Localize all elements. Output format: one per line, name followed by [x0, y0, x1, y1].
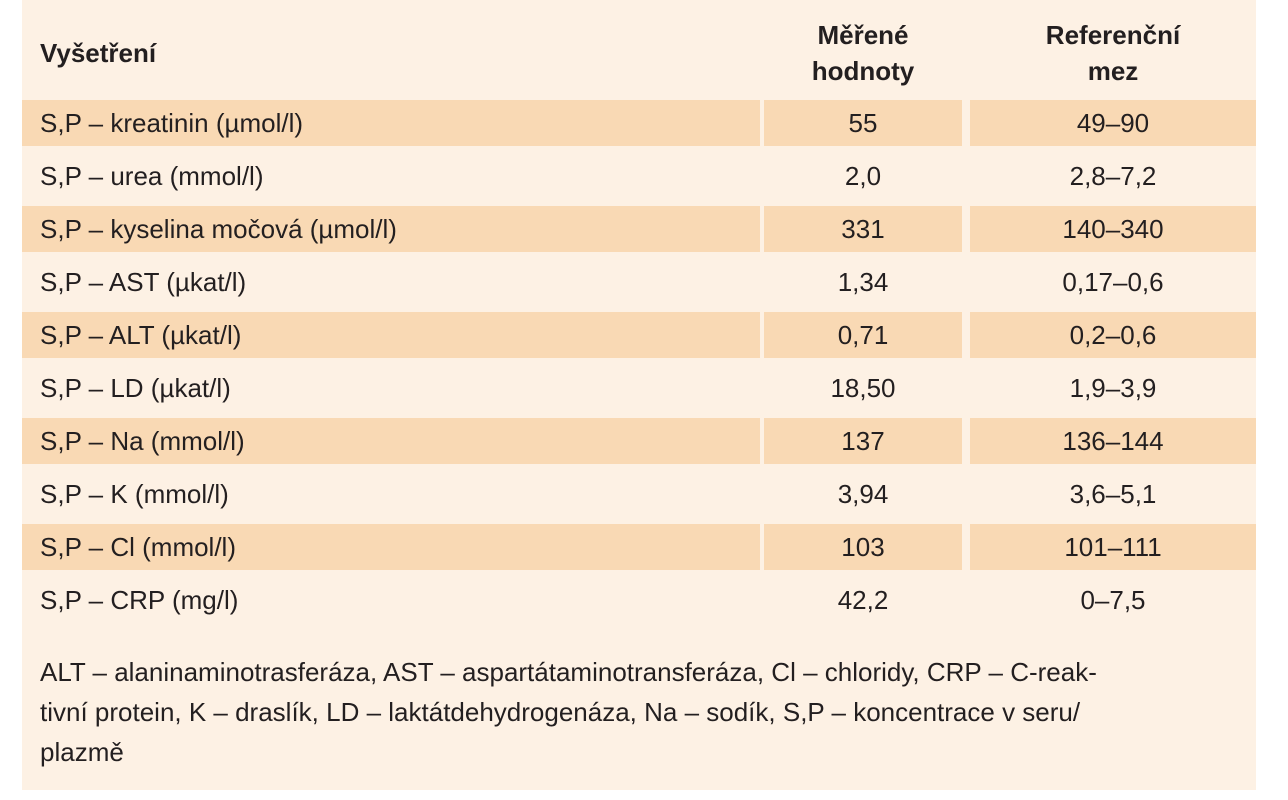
- row-examination: S,P – kreatinin (µmol/l): [22, 100, 760, 146]
- row-reference-range: 3,6–5,1: [1069, 478, 1157, 509]
- row-reference-range: 0–7,5: [1080, 584, 1146, 615]
- table-footnote: ALT – alaninaminotrasferáza, AST – aspar…: [40, 652, 1240, 772]
- table-row: S,P – kreatinin (µmol/l) 55 49–90: [22, 100, 1256, 146]
- table-row: S,P – CRP (mg/l) 42,2 0–7,5: [22, 577, 1256, 623]
- row-measured-value: 103: [764, 524, 962, 570]
- row-examination: S,P – LD (µkat/l): [40, 372, 231, 403]
- row-reference-range: 49–90: [970, 100, 1256, 146]
- lab-results-panel: Vyšetření Měřené hodnoty Referenční mez …: [22, 0, 1256, 790]
- row-measured-value: 2,0: [844, 160, 882, 191]
- row-examination: S,P – K (mmol/l): [40, 478, 229, 509]
- header-measured-line2: hodnoty: [811, 56, 915, 86]
- footnote-line: tivní protein, K – draslík, LD – laktátd…: [40, 697, 1081, 727]
- table-row: S,P – AST (µkat/l) 1,34 0,17–0,6: [22, 259, 1256, 305]
- row-reference-range: 2,8–7,2: [1069, 160, 1157, 191]
- row-measured-value: 3,94: [837, 478, 889, 509]
- table-body: S,P – kreatinin (µmol/l) 55 49–90 S,P – …: [22, 100, 1256, 630]
- header-examination: Vyšetření: [40, 38, 157, 68]
- table-row: S,P – K (mmol/l) 3,94 3,6–5,1: [22, 471, 1256, 517]
- table-row: S,P – kyselina močová (µmol/l) 331 140–3…: [22, 206, 1256, 252]
- header-reference-line2: mez: [1087, 56, 1139, 86]
- row-measured-value: 0,71: [764, 312, 962, 358]
- table-row: S,P – LD (µkat/l) 18,50 1,9–3,9: [22, 365, 1256, 411]
- footnote-line: plazmě: [40, 737, 124, 767]
- footnote-line: ALT – alaninaminotrasferáza, AST – aspar…: [40, 657, 1097, 687]
- row-measured-value: 137: [764, 418, 962, 464]
- row-measured-value: 55: [764, 100, 962, 146]
- row-examination: S,P – Na (mmol/l): [22, 418, 760, 464]
- table-row: S,P – ALT (µkat/l) 0,71 0,2–0,6: [22, 312, 1256, 358]
- row-measured-value: 331: [764, 206, 962, 252]
- header-reference-line1: Referenční: [1045, 20, 1181, 50]
- lab-results-table: Vyšetření Měřené hodnoty Referenční mez …: [22, 0, 1256, 615]
- row-measured-value: 42,2: [837, 584, 889, 615]
- row-examination: S,P – ALT (µkat/l): [22, 312, 760, 358]
- table-row: S,P – Na (mmol/l) 137 136–144: [22, 418, 1256, 464]
- row-measured-value: 1,34: [837, 266, 889, 297]
- row-reference-range: 136–144: [970, 418, 1256, 464]
- row-reference-range: 101–111: [970, 524, 1256, 570]
- row-examination: S,P – kyselina močová (µmol/l): [22, 206, 760, 252]
- row-reference-range: 0,2–0,6: [970, 312, 1256, 358]
- table-header: Vyšetření Měřené hodnoty Referenční mez: [22, 0, 1256, 96]
- row-reference-range: 140–340: [970, 206, 1256, 252]
- header-reference-limit: Referenční mez: [970, 0, 1256, 96]
- row-examination: S,P – CRP (mg/l): [40, 584, 239, 615]
- row-reference-range: 1,9–3,9: [1069, 372, 1157, 403]
- header-measured-values: Měřené hodnoty: [764, 0, 962, 96]
- table-row: S,P – Cl (mmol/l) 103 101–111: [22, 524, 1256, 570]
- row-measured-value: 18,50: [830, 372, 896, 403]
- row-reference-range: 0,17–0,6: [1062, 266, 1164, 297]
- row-examination: S,P – Cl (mmol/l): [22, 524, 760, 570]
- row-examination: S,P – AST (µkat/l): [40, 266, 247, 297]
- row-examination: S,P – urea (mmol/l): [40, 160, 264, 191]
- header-measured-line1: Měřené: [817, 20, 909, 50]
- table-row: S,P – urea (mmol/l) 2,0 2,8–7,2: [22, 153, 1256, 199]
